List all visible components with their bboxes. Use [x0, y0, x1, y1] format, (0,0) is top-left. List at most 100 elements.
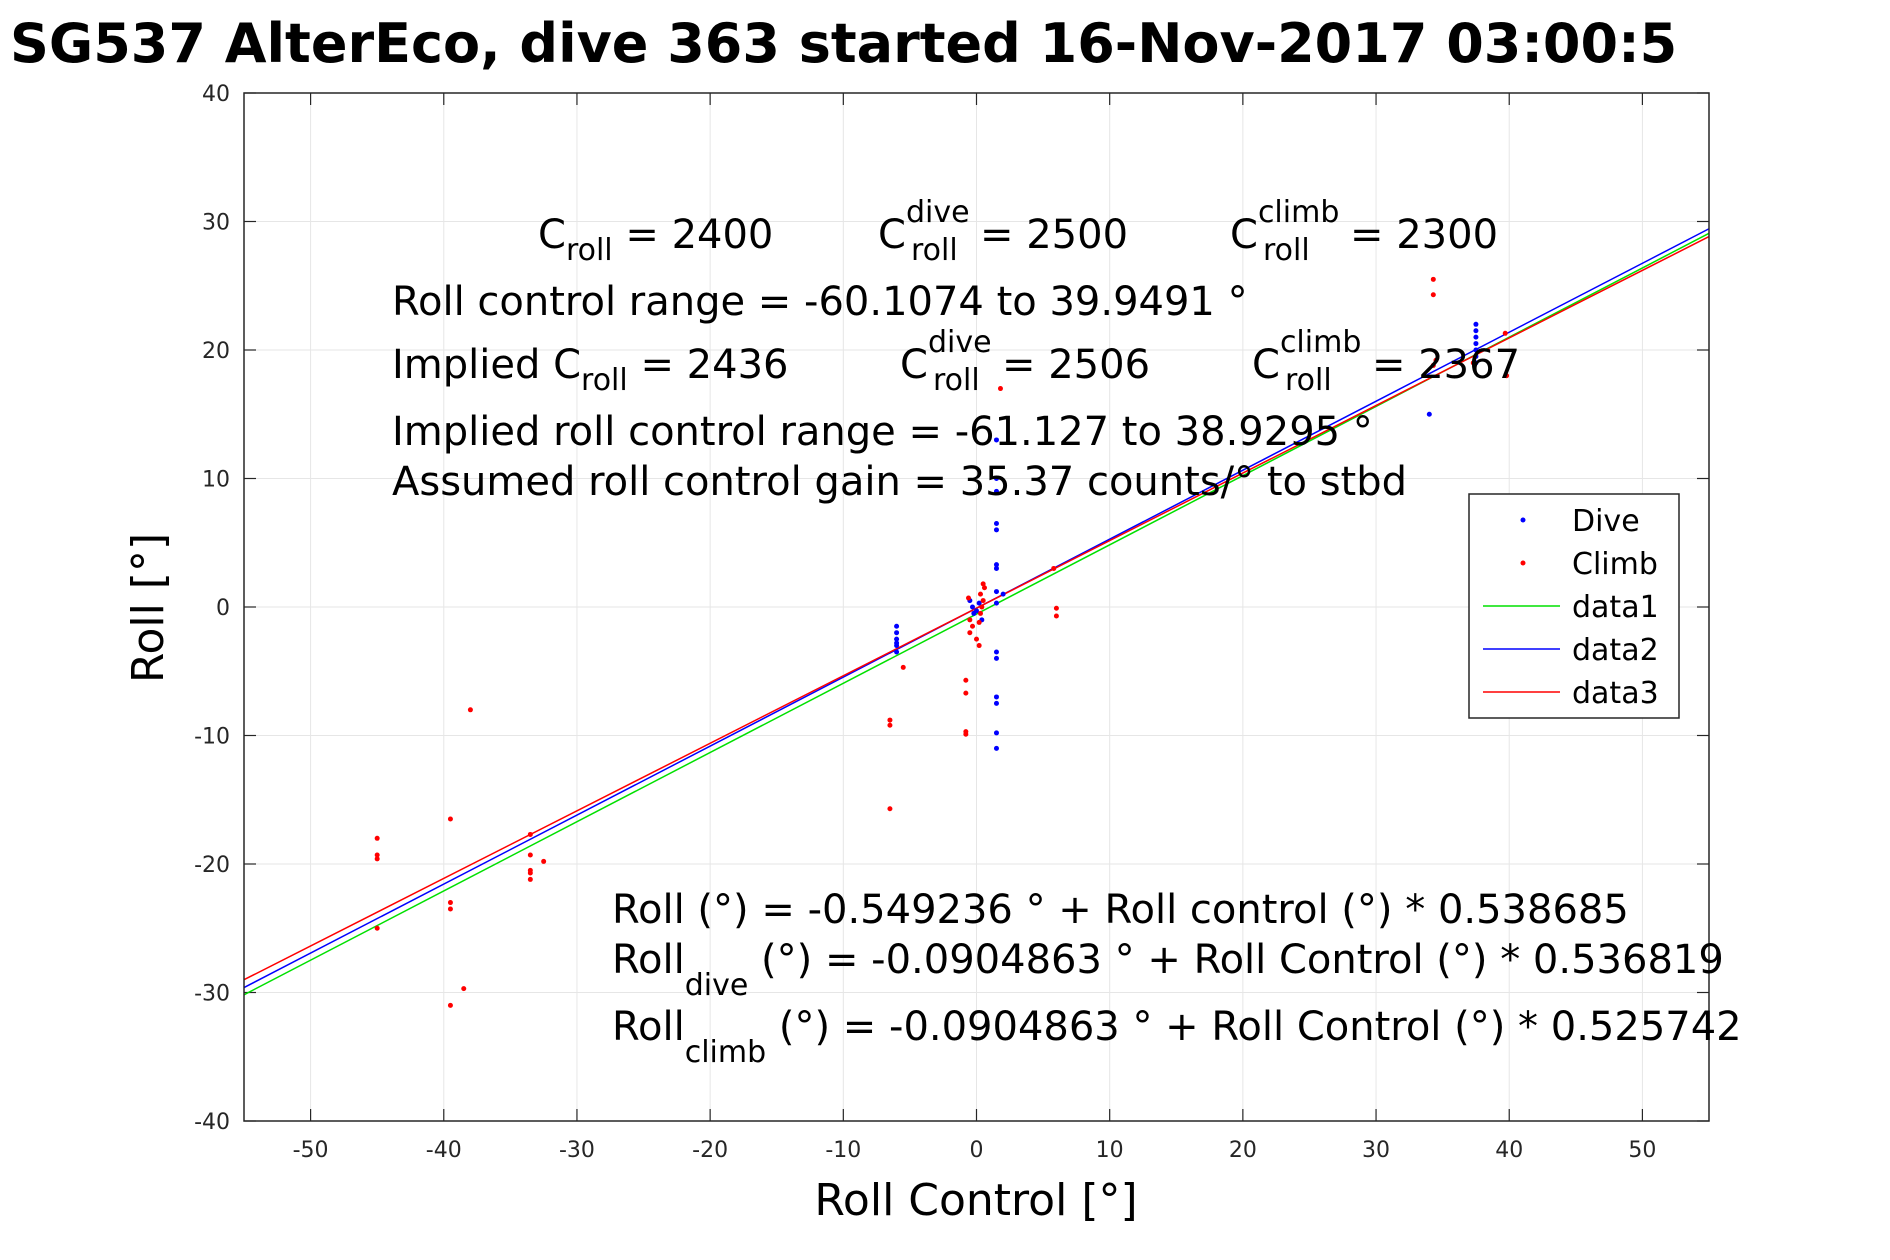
dive-point	[970, 604, 976, 610]
climb-point	[461, 986, 467, 992]
c-climb-subscript: roll	[1263, 233, 1310, 268]
dive-point	[993, 488, 999, 494]
axes-frame	[243, 92, 1710, 1122]
dive-point	[993, 694, 999, 700]
dive-point	[894, 630, 900, 636]
implied-c-climb-value: = 2367	[1372, 342, 1520, 388]
y-tick-label: 10	[202, 468, 230, 493]
climb-point	[374, 835, 380, 841]
climb-point	[1053, 605, 1059, 611]
dive-point	[1473, 341, 1479, 347]
climb-point	[900, 664, 906, 670]
implied-c-dive-symbol: C	[900, 342, 928, 388]
climb-point	[976, 643, 982, 649]
climb-point	[1504, 373, 1510, 379]
chart-title: SG537 AlterEco, dive 363 started 16-Nov-…	[10, 12, 1677, 75]
dive-point	[993, 437, 999, 443]
dive-point	[1473, 353, 1479, 359]
dive-point	[993, 655, 999, 661]
dive-point	[993, 649, 999, 655]
svg-text:Rolldive (°) = -0.0904863 ° +: Rolldive (°) = -0.0904863 ° + Roll Contr…	[612, 937, 1724, 1003]
legend-data1-label: data1	[1572, 590, 1659, 625]
ticks: -50 -40 -30 -20 -10 0 10 20 30 40 50 -40 -30 -20 -10 0 1…	[194, 82, 1709, 1163]
climb-point	[1430, 292, 1436, 298]
c-dive-subscript: roll	[911, 233, 958, 268]
climb-point	[527, 831, 533, 837]
fit-lines	[243, 228, 1710, 996]
svg-text:Implied Croll = 2436: Implied Croll = 2436	[392, 342, 788, 398]
legend-data2-label: data2	[1572, 633, 1659, 668]
y-tick-label: 0	[216, 596, 230, 621]
svg-text:Rollclimb (°) = -0.0904863 ° +: Rollclimb (°) = -0.0904863 ° + Roll Cont…	[612, 1004, 1742, 1070]
implied-c-climb-superscript: climb	[1280, 325, 1361, 360]
c-dive-superscript: dive	[906, 195, 970, 230]
implied-c-dive-superscript: dive	[928, 325, 992, 360]
y-tick-label: -20	[194, 853, 230, 878]
y-tick-label: -40	[194, 1110, 230, 1135]
climb-point	[963, 731, 969, 737]
x-tick-label: -50	[293, 1138, 329, 1163]
climb-point	[981, 585, 987, 591]
climb-point	[527, 852, 533, 858]
climb-point	[1051, 565, 1057, 571]
dive-point	[894, 623, 900, 629]
data-points	[374, 276, 1510, 1008]
dive-point	[993, 562, 999, 568]
x-tick-label: 20	[1229, 1138, 1257, 1163]
c-roll-symbol: C	[538, 212, 566, 258]
x-tick-label: -40	[426, 1138, 462, 1163]
annotation-calibration: Croll = 2400 Cdive roll = 2500 Cclimb ro…	[392, 195, 1520, 505]
x-tick-label: 30	[1362, 1138, 1390, 1163]
svg-text:Cclimb: Cclimb	[1230, 195, 1339, 258]
climb-point	[374, 852, 380, 858]
equation-dive-prefix: Roll	[612, 937, 685, 983]
implied-c-roll-value: = 2436	[628, 342, 789, 388]
climb-point	[976, 619, 982, 625]
dive-point	[976, 600, 982, 606]
dive-point	[993, 520, 999, 526]
dive-point	[993, 565, 999, 571]
c-climb-value: = 2300	[1350, 212, 1498, 258]
climb-point	[980, 581, 986, 587]
climb-point	[1433, 357, 1439, 363]
legend-climb-label: Climb	[1572, 547, 1658, 582]
y-tick-label: -30	[194, 982, 230, 1007]
climb-point	[541, 858, 547, 864]
dive-point	[993, 527, 999, 533]
c-roll-subscript: roll	[566, 233, 613, 268]
equation-dive-rest: (°) = -0.0904863 ° + Roll Control (°) * …	[748, 937, 1724, 983]
assumed-roll-control-gain: Assumed roll control gain = 35.37 counts…	[392, 459, 1407, 505]
climb-point	[1053, 613, 1059, 619]
dive-point	[894, 640, 900, 646]
climb-point	[966, 595, 972, 601]
climb-point	[974, 636, 979, 642]
climb-point	[997, 386, 1003, 392]
svg-text:Croll = 2400: Croll = 2400	[538, 212, 773, 268]
y-tick-label: 30	[202, 211, 230, 236]
dive-point	[1000, 591, 1006, 597]
dive-point	[993, 730, 999, 736]
implied-c-roll-prefix: Implied C	[392, 342, 581, 388]
c-dive-value: = 2500	[980, 212, 1128, 258]
dive-point	[1473, 334, 1479, 340]
climb-point	[970, 623, 976, 629]
fit-line-data3	[243, 235, 1710, 981]
legend-dive-label: Dive	[1572, 504, 1640, 539]
implied-c-climb-subscript: roll	[1285, 363, 1332, 398]
climb-point	[887, 806, 893, 812]
equation-roll: Roll (°) = -0.549236 ° + Roll control (°…	[612, 887, 1629, 933]
climb-point	[447, 906, 453, 912]
annotation-equations: Roll (°) = -0.549236 ° + Roll control (°…	[612, 887, 1742, 1070]
implied-c-roll-subscript: roll	[581, 363, 628, 398]
equation-climb-rest: (°) = -0.0904863 ° + Roll Control (°) * …	[766, 1004, 1742, 1050]
dive-point	[993, 600, 999, 606]
dive-point	[894, 649, 900, 655]
svg-text:Cdive: Cdive	[900, 325, 992, 388]
climb-point	[447, 900, 453, 906]
x-tick-label: 50	[1628, 1138, 1656, 1163]
x-tick-label: -10	[825, 1138, 861, 1163]
climb-point	[967, 630, 973, 636]
climb-point	[374, 856, 380, 862]
x-tick-label: 10	[1096, 1138, 1124, 1163]
climb-point	[963, 690, 969, 696]
